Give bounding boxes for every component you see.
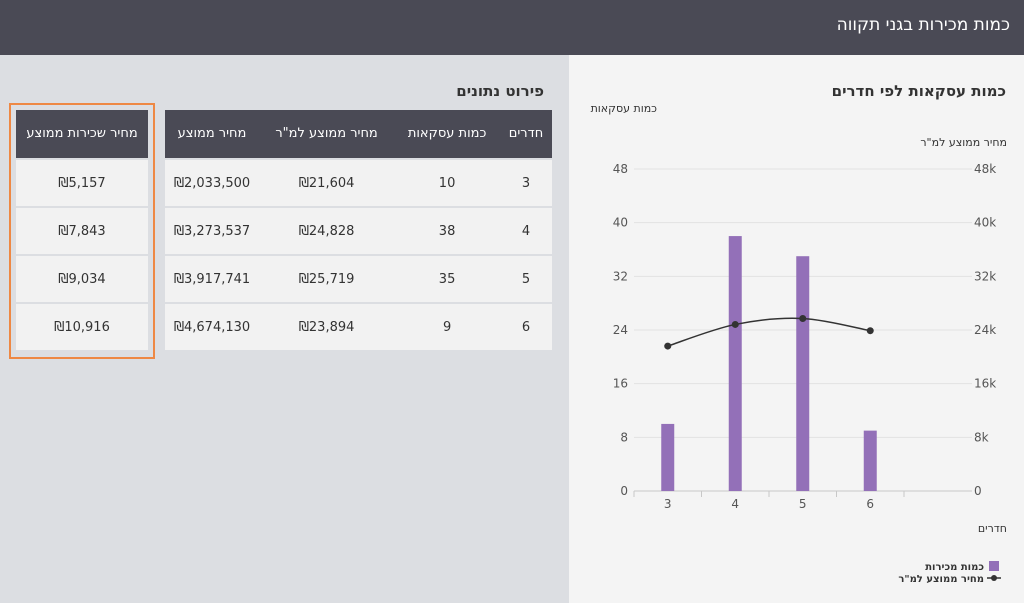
column-header-avg-price: מחיר ממוצע — [165, 110, 259, 158]
cell-avg-rent: ₪5,157 — [16, 158, 148, 206]
cell-price-sqm: ₪25,719 — [258, 254, 395, 302]
table-header-row: מחיר שכירות ממוצע — [16, 110, 148, 158]
line-point — [664, 342, 672, 350]
table-row: ₪7,843 — [16, 206, 148, 254]
y-tick-right: 48k — [974, 162, 996, 176]
details-table: חדרים כמות עסקאות מחיר ממוצע למ"ר מחיר מ… — [165, 110, 552, 350]
cell-price-sqm: ₪23,894 — [258, 302, 395, 350]
bar — [863, 430, 877, 491]
cell-deals: 35 — [394, 254, 501, 302]
chart-title: כמות עסקאות לפי חדרים — [831, 82, 1006, 100]
table-row: 4 38 ₪24,828 ₪3,273,537 — [165, 206, 552, 254]
column-header-rooms: חדרים — [500, 110, 552, 158]
table-row: ₪9,034 — [16, 254, 148, 302]
page-header: כמות מכירות בגני תקווה — [0, 0, 1024, 55]
y-tick-right: 0 — [974, 484, 982, 498]
table-header-row: חדרים כמות עסקאות מחיר ממוצע למ"ר מחיר מ… — [165, 110, 552, 158]
y-tick-right: 16k — [974, 377, 996, 391]
line-point — [866, 327, 874, 335]
y-tick-left: 48 — [613, 162, 628, 176]
series-line — [667, 317, 871, 347]
y-tick-right: 32k — [974, 269, 996, 283]
legend-swatch-bars — [989, 561, 999, 571]
cell-price-sqm: ₪21,604 — [258, 158, 395, 206]
cell-rooms: 6 — [500, 302, 552, 350]
line-point — [799, 314, 807, 322]
column-header-price-sqm: מחיר ממוצע למ"ר — [258, 110, 395, 158]
column-header-avg-rent: מחיר שכירות ממוצע — [16, 110, 148, 158]
y-tick-right: 40k — [974, 216, 996, 230]
rent-highlight-box — [9, 103, 155, 359]
cell-rooms: 3 — [500, 158, 552, 206]
x-tick-label: 6 — [866, 497, 874, 511]
y-tick-left: 32 — [613, 269, 628, 283]
x-tick-label: 5 — [799, 497, 807, 511]
bar — [661, 423, 675, 491]
bar — [728, 236, 742, 491]
y-tick-left: 24 — [613, 323, 628, 337]
cell-avg-rent: ₪10,916 — [16, 302, 148, 350]
y-tick-right: 24k — [974, 323, 996, 337]
legend-label-bars: כמות מכירות — [925, 562, 984, 573]
table-row: 6 9 ₪23,894 ₪4,674,130 — [165, 302, 552, 350]
y-tick-left: 16 — [613, 377, 628, 391]
y-tick-left: 40 — [613, 216, 628, 230]
rent-table: מחיר שכירות ממוצע ₪5,157 ₪7,843 ₪9,034 ₪… — [16, 110, 148, 350]
chart-panel: כמות עסקאות לפי חדרים כמות עסקאות מחיר ממ… — [569, 55, 1024, 603]
cell-avg-price: ₪3,273,537 — [165, 206, 259, 254]
y-axis-right-label: מחיר ממוצע למ"ר — [920, 136, 1007, 149]
cell-avg-price: ₪4,674,130 — [165, 302, 259, 350]
cell-avg-price: ₪2,033,500 — [165, 158, 259, 206]
y-tick-left: 8 — [620, 430, 628, 444]
cell-deals: 10 — [394, 158, 501, 206]
line-point — [731, 320, 739, 328]
x-tick-label: 4 — [731, 497, 739, 511]
column-header-deals: כמות עסקאות — [394, 110, 501, 158]
x-axis-label: חדרים — [978, 522, 1007, 535]
cell-deals: 9 — [394, 302, 501, 350]
y-tick-right: 8k — [974, 430, 989, 444]
table-row: ₪10,916 — [16, 302, 148, 350]
table-row: 5 35 ₪25,719 ₪3,917,741 — [165, 254, 552, 302]
y-tick-left: 0 — [620, 484, 628, 498]
cell-avg-rent: ₪9,034 — [16, 254, 148, 302]
cell-avg-price: ₪3,917,741 — [165, 254, 259, 302]
cell-avg-rent: ₪7,843 — [16, 206, 148, 254]
legend-label-line: מחיר ממוצע למ"ר — [898, 574, 984, 585]
details-title: פירוט נתונים — [456, 82, 544, 100]
y-axis-left-label: כמות עסקאות — [591, 102, 658, 115]
table-row: 3 10 ₪21,604 ₪2,033,500 — [165, 158, 552, 206]
bar — [796, 256, 810, 491]
cell-rooms: 4 — [500, 206, 552, 254]
x-tick-label: 3 — [664, 497, 672, 511]
cell-deals: 38 — [394, 206, 501, 254]
page-title: כמות מכירות בגני תקווה — [836, 15, 1010, 35]
legend-swatch-point — [991, 575, 997, 581]
table-row: ₪5,157 — [16, 158, 148, 206]
cell-price-sqm: ₪24,828 — [258, 206, 395, 254]
cell-rooms: 5 — [500, 254, 552, 302]
